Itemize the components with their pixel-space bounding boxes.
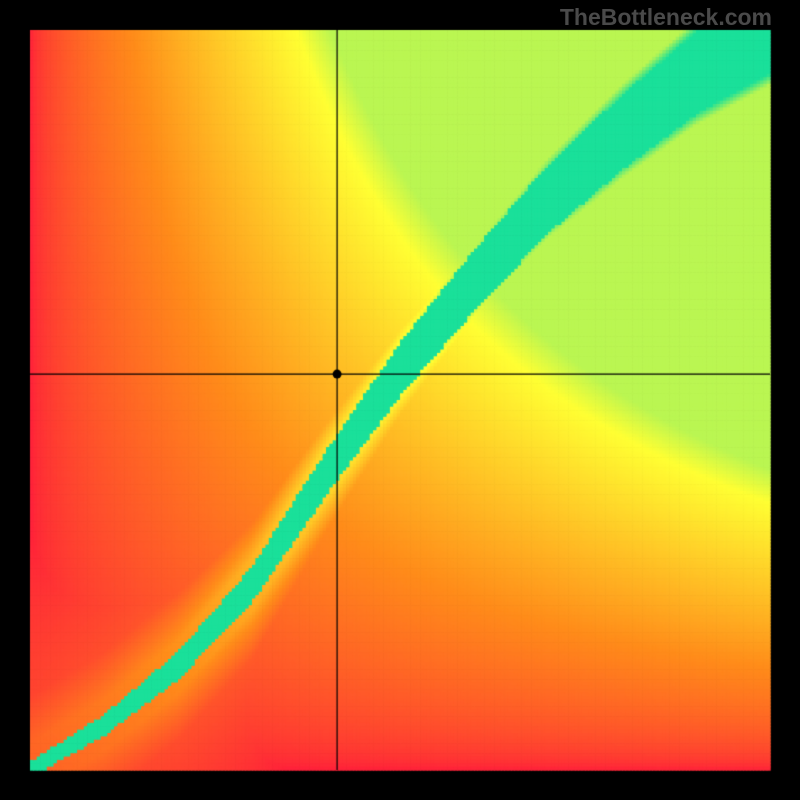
heatmap-canvas — [0, 0, 800, 800]
watermark-text: TheBottleneck.com — [560, 4, 772, 31]
